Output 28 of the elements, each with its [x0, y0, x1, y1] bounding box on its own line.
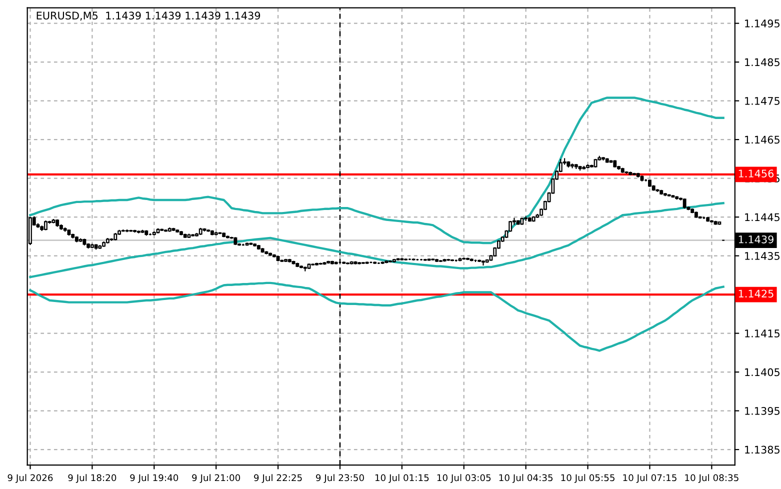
- x-tick-label: 10 Jul 05:55: [561, 474, 614, 483]
- x-tick-label: 10 Jul 07:15: [623, 474, 676, 483]
- x-tick-label: 9 Jul 21:00: [192, 474, 240, 483]
- y-tick-label: 1.1435: [745, 252, 780, 260]
- x-tick-label: 9 Jul 23:50: [316, 474, 364, 483]
- y-tick-label: 1.1495: [745, 20, 780, 28]
- x-tick-label: 9 Jul 22:25: [254, 474, 302, 483]
- y-tick-label: 1.1445: [745, 213, 780, 222]
- x-tick-label: 9 Jul 2026: [8, 474, 53, 483]
- x-tick-label: 9 Jul 18:20: [68, 474, 116, 483]
- x-tick-label: 10 Jul 01:15: [375, 474, 429, 483]
- x-tick-label: 10 Jul 04:35: [499, 474, 553, 483]
- x-tick-label: 10 Jul 08:35: [685, 474, 738, 483]
- y-tick-label: 1.1395: [745, 407, 780, 415]
- y-tick-label: 1.1415: [745, 330, 780, 338]
- x-tick-label: 10 Jul 03:05: [437, 474, 491, 483]
- y-tick-label: 1.1485: [745, 58, 780, 66]
- line-series: [29, 282, 724, 352]
- y-tick-label: 1.1405: [745, 368, 780, 376]
- y-tick-label: 1.1385: [745, 446, 780, 454]
- chart-title: EURUSD,M5 1.1439 1.1439 1.1439 1.1439: [36, 12, 260, 21]
- x-tick-label: 9 Jul 19:40: [130, 474, 178, 483]
- y-tick-label: 1.1465: [745, 136, 780, 144]
- line-series: [29, 96, 724, 244]
- y-tick-label: 1.1475: [745, 97, 780, 105]
- ref-line-label: 1.1439: [738, 235, 774, 244]
- line-series: [29, 202, 724, 278]
- ref-line-label: 1.1425: [738, 290, 774, 298]
